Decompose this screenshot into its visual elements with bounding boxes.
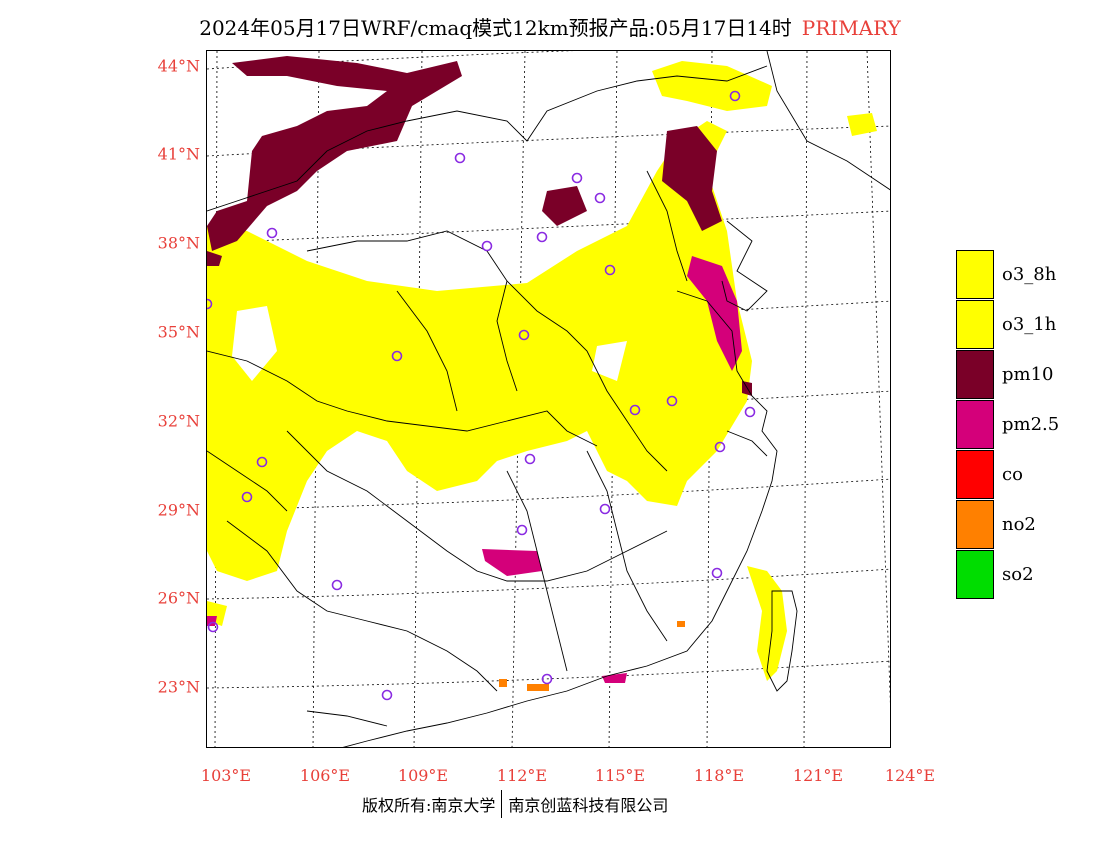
legend-label: o3_1h — [1002, 313, 1057, 335]
latitude-label: 35°N — [157, 322, 200, 342]
legend-item: pm10 — [956, 349, 1059, 399]
station-marker — [594, 192, 606, 204]
longitude-label: 115°E — [594, 766, 646, 785]
longitude-label: 112°E — [496, 766, 548, 785]
pm25-region — [207, 256, 742, 683]
legend-label: pm2.5 — [1002, 413, 1060, 435]
legend-item: no2 — [956, 499, 1059, 549]
station-marker — [666, 395, 678, 407]
station-marker — [381, 689, 393, 701]
longitude-label: 124°E — [884, 766, 936, 785]
legend-swatch — [956, 549, 994, 599]
longitude-label: 103°E — [200, 766, 252, 785]
station-marker — [599, 503, 611, 515]
map-title: 2024年05月17日WRF/cmaq模式12km预报产品:05月17日14时 P… — [0, 12, 1100, 41]
station-marker — [629, 404, 641, 416]
title-main: 2024年05月17日WRF/cmaq模式12km预报产品:05月17日14时 — [199, 16, 792, 40]
footer-left: 版权所有:南京大学 — [362, 796, 496, 815]
station-marker — [524, 453, 536, 465]
latitude-label: 41°N — [157, 144, 200, 164]
legend-swatch — [956, 449, 994, 499]
o3-region — [207, 61, 877, 681]
legend-swatch — [956, 299, 994, 349]
legend-item: co — [956, 449, 1059, 499]
station-markers — [207, 90, 756, 701]
station-marker — [207, 621, 219, 633]
station-marker — [207, 298, 213, 310]
longitude-label: 109°E — [397, 766, 449, 785]
latitude-label: 44°N — [157, 56, 200, 76]
station-marker — [481, 240, 493, 252]
latitude-label: 32°N — [157, 411, 200, 431]
legend-swatch — [956, 399, 994, 449]
latitude-label: 23°N — [157, 677, 200, 697]
legend-swatch — [956, 249, 994, 299]
station-marker — [744, 406, 756, 418]
footer-divider — [501, 790, 503, 818]
station-marker — [256, 456, 268, 468]
station-marker — [391, 350, 403, 362]
map-panel — [206, 50, 891, 748]
station-marker — [241, 491, 253, 503]
station-marker — [516, 524, 528, 536]
footer-right: 南京创蓝科技有限公司 — [508, 796, 669, 815]
station-marker — [518, 329, 530, 341]
station-marker — [711, 567, 723, 579]
latitude-label: 29°N — [157, 500, 200, 520]
legend-label: co — [1002, 463, 1023, 485]
clear-areas — [232, 246, 627, 381]
station-marker — [536, 231, 548, 243]
legend-item: so2 — [956, 549, 1059, 599]
longitude-label: 121°E — [792, 766, 844, 785]
pollution-map — [207, 51, 890, 747]
legend-swatch — [956, 349, 994, 399]
station-marker — [331, 579, 343, 591]
title-primary-tag: PRIMARY — [801, 16, 901, 40]
legend-label: o3_8h — [1002, 263, 1057, 285]
legend-label: no2 — [1002, 513, 1036, 535]
station-marker — [454, 152, 466, 164]
legend-item: pm2.5 — [956, 399, 1059, 449]
station-marker — [604, 264, 616, 276]
latitude-label: 38°N — [157, 233, 200, 253]
copyright-footer: 版权所有:南京大学 南京创蓝科技有限公司 — [362, 790, 668, 818]
station-marker — [541, 673, 553, 685]
no2-region — [499, 621, 685, 691]
station-marker — [729, 90, 741, 102]
legend-item: o3_1h — [956, 299, 1059, 349]
legend-item: o3_8h — [956, 249, 1059, 299]
longitude-label: 106°E — [299, 766, 351, 785]
legend-label: pm10 — [1002, 363, 1054, 385]
legend: o3_8h o3_1h pm10 pm2.5 co no2 so2 — [956, 249, 1059, 599]
pm10-region — [207, 56, 752, 396]
boundaries — [207, 51, 890, 747]
latitude-label: 26°N — [157, 588, 200, 608]
station-marker — [266, 227, 278, 239]
longitude-label: 118°E — [693, 766, 745, 785]
legend-label: so2 — [1002, 563, 1034, 585]
station-marker — [714, 441, 726, 453]
legend-swatch — [956, 499, 994, 549]
station-marker — [571, 172, 583, 184]
